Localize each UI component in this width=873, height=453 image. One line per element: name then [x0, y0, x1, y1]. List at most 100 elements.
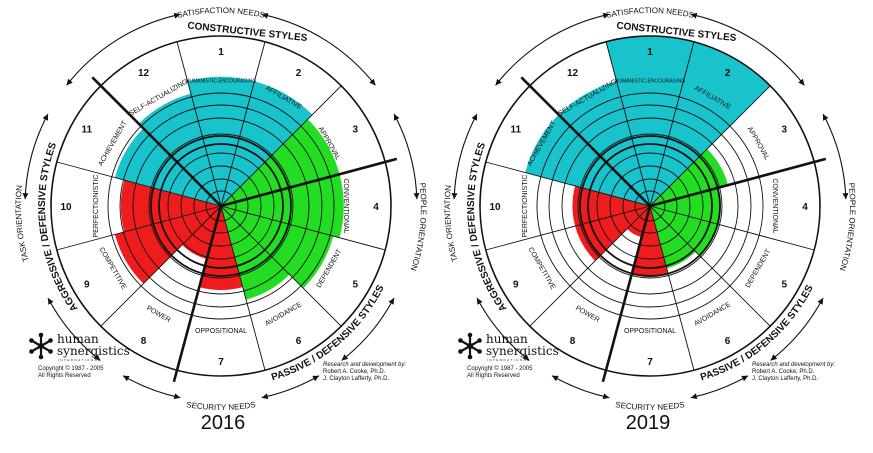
sector-number: 9 — [84, 280, 90, 291]
grid-ring — [536, 92, 764, 320]
arrow-head — [173, 393, 181, 400]
sector-name: AVOIDANCE — [693, 301, 732, 328]
circumplex-2016: 1HUMANISTIC-ENCOURAGING2AFFILIATIVE3APPR… — [14, 6, 428, 412]
arrow-head — [690, 12, 698, 19]
grid-ring — [622, 178, 678, 234]
credits-line1: Research and development by: — [752, 362, 835, 368]
sector-divider — [649, 41, 695, 207]
sector-number: 12 — [138, 68, 150, 79]
logo-line2: synergistics — [57, 344, 130, 358]
sector-fill-6 — [650, 206, 696, 269]
arrow-head — [817, 298, 824, 305]
sector-fill-7 — [631, 206, 669, 278]
grid-ring — [634, 190, 666, 222]
arrow-head — [741, 375, 748, 382]
sector-name: DEPENDENT — [745, 248, 773, 290]
arrow-head — [798, 78, 805, 86]
grid-ring — [205, 190, 237, 222]
credits-line1: Research and development by: — [323, 362, 406, 368]
sector-name: CONVENTIONAL — [771, 178, 778, 233]
sector-name: CONVENTIONAL — [342, 178, 349, 233]
sector-name: AVOIDANCE — [264, 301, 303, 328]
percentile-band-outer — [150, 135, 292, 277]
sector-fill-5 — [650, 206, 719, 257]
sector-name: HUMANISTIC-ENCOURAGING — [615, 78, 686, 84]
grid-ring — [180, 165, 262, 247]
arrow-head — [522, 354, 530, 361]
sector-divider — [649, 205, 815, 251]
constructive-styles-label: CONSTRUCTIVE STYLES — [187, 21, 308, 45]
rights-line: All Rights Reserved — [38, 373, 91, 379]
sector-number: 10 — [60, 202, 72, 213]
grid-ring — [107, 92, 335, 320]
people-orientation-label: PEOPLE ORIENTATION — [409, 182, 428, 272]
cluster-divider — [520, 76, 651, 207]
credits-line3: J. Clayton Lafferty, Ph.D. — [752, 376, 818, 382]
cluster-divider — [649, 157, 827, 208]
arrow-head — [93, 354, 101, 361]
arrow-head — [602, 393, 610, 400]
sector-divider — [605, 41, 651, 207]
sector-name: APPROVAL — [746, 126, 771, 162]
percentile-band-inner — [587, 143, 713, 269]
logo-line3: INTERNATIONAL — [58, 358, 101, 362]
sector-divider — [649, 205, 695, 371]
arrow-head — [42, 113, 49, 121]
sector-divider — [100, 205, 222, 327]
sector-divider — [220, 205, 342, 327]
security-needs-label: SECURITY NEEDS — [186, 400, 257, 412]
arrow-head — [261, 12, 269, 19]
sector-number: 10 — [489, 202, 501, 213]
cluster-divider — [220, 157, 398, 208]
sector-number: 1 — [647, 47, 653, 58]
sector-name: POWER — [145, 305, 171, 324]
credits-line2: Robert A. Cooke, Ph.D. — [752, 369, 815, 375]
arrow-head — [123, 375, 130, 382]
sector-fill-6 — [221, 206, 290, 300]
sector-number: 4 — [373, 202, 379, 213]
arrow-head — [471, 113, 478, 121]
arrow-head — [822, 113, 829, 121]
sector-name: OPPOSITIONAL — [195, 328, 247, 335]
arrow-head — [770, 354, 778, 361]
chart-title-2016: 2016 — [200, 412, 246, 434]
sector-number: 8 — [141, 336, 147, 347]
copyright-line: Copyright © 1987 - 2005 — [38, 365, 104, 372]
people-orientation-label: PEOPLE ORIENTATION — [838, 182, 857, 272]
satisfaction-needs-label: SATISFACTION NEEDS — [605, 6, 694, 20]
grid-ring — [167, 152, 275, 260]
satisfaction-arc-right — [261, 13, 376, 86]
grid-ring — [561, 117, 739, 295]
arrow-head — [690, 393, 698, 400]
arrow-head — [413, 192, 420, 200]
sector-divider — [56, 161, 222, 207]
credits-line3: J. Clayton Lafferty, Ph.D. — [323, 376, 389, 382]
arrow-head — [312, 375, 319, 382]
sector-fill-3 — [650, 148, 728, 206]
arrow-head — [173, 12, 181, 19]
sector-fill-7 — [199, 206, 243, 290]
grid-ring — [148, 133, 294, 279]
arrow-head — [476, 298, 483, 305]
logo-line3: INTERNATIONAL — [487, 358, 530, 362]
sector-divider — [220, 205, 386, 251]
arrow-head — [388, 298, 395, 305]
sector-number: 2 — [296, 68, 302, 79]
sector-fill-9 — [114, 206, 221, 284]
task-arc-top — [24, 113, 49, 200]
sector-name: OPPOSITIONAL — [624, 328, 676, 335]
sector-fill-3 — [221, 119, 340, 206]
arrow-head — [261, 393, 269, 400]
task-arc-bottom — [47, 297, 101, 361]
people-arc-bottom — [341, 297, 395, 361]
sector-divider — [56, 205, 222, 251]
sector-divider — [220, 85, 342, 207]
task-arc-bottom — [476, 297, 530, 361]
human-synergistics-logo — [29, 332, 53, 360]
sector-divider — [176, 41, 222, 207]
sector-number: 11 — [81, 125, 92, 136]
sector-divider — [485, 205, 651, 251]
sector-fill-4 — [650, 187, 722, 225]
outer-ring — [479, 35, 821, 377]
satisfaction-arc-left — [66, 13, 181, 86]
